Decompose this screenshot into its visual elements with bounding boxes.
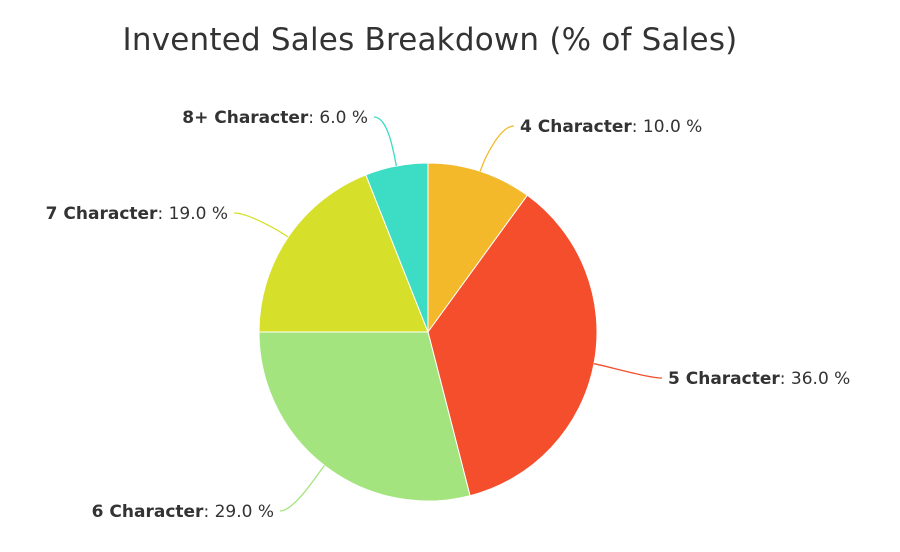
pie-slices: [258, 162, 598, 502]
slice-label-name: 5 Character: [668, 369, 780, 389]
pie-slice-5-character[interactable]: [427, 194, 598, 497]
slice-label-value: : 6.0 %: [308, 108, 368, 128]
slice-label-name: 8+ Character: [182, 108, 309, 128]
pie-slice-7-character[interactable]: [258, 174, 429, 333]
pie-labels: 4 Character: 10.0 % 5 Character: 36.0 % 6 …: [46, 108, 851, 522]
slice-label-name: 7 Character: [46, 204, 158, 224]
pie-leader-lines: [233, 116, 663, 512]
leader-line: [373, 116, 397, 167]
slice-label-value: : 36.0 %: [780, 369, 851, 389]
pie-slice-6-character[interactable]: [258, 331, 471, 502]
pie-slice-8-character[interactable]: [365, 162, 429, 333]
leader-line: [479, 125, 515, 172]
chart-title: Invented Sales Breakdown (% of Sales): [122, 22, 738, 58]
slice-label: 4 Character: 10.0 %: [520, 117, 702, 137]
slice-label: 6 Character: 29.0 %: [92, 502, 274, 522]
leader-line: [593, 363, 663, 379]
slice-label-name: 4 Character: [520, 117, 632, 137]
slice-label-name: 6 Character: [92, 502, 204, 522]
slice-label-value: : 29.0 %: [203, 502, 274, 522]
slice-label: 8+ Character: 6.0 %: [182, 108, 368, 128]
slice-label: 7 Character: 19.0 %: [46, 204, 228, 224]
leader-line: [233, 212, 289, 238]
slice-label: 5 Character: 36.0 %: [668, 369, 850, 389]
slice-label-value: : 19.0 %: [157, 204, 228, 224]
leader-line: [279, 465, 325, 512]
slice-label-value: : 10.0 %: [632, 117, 703, 137]
